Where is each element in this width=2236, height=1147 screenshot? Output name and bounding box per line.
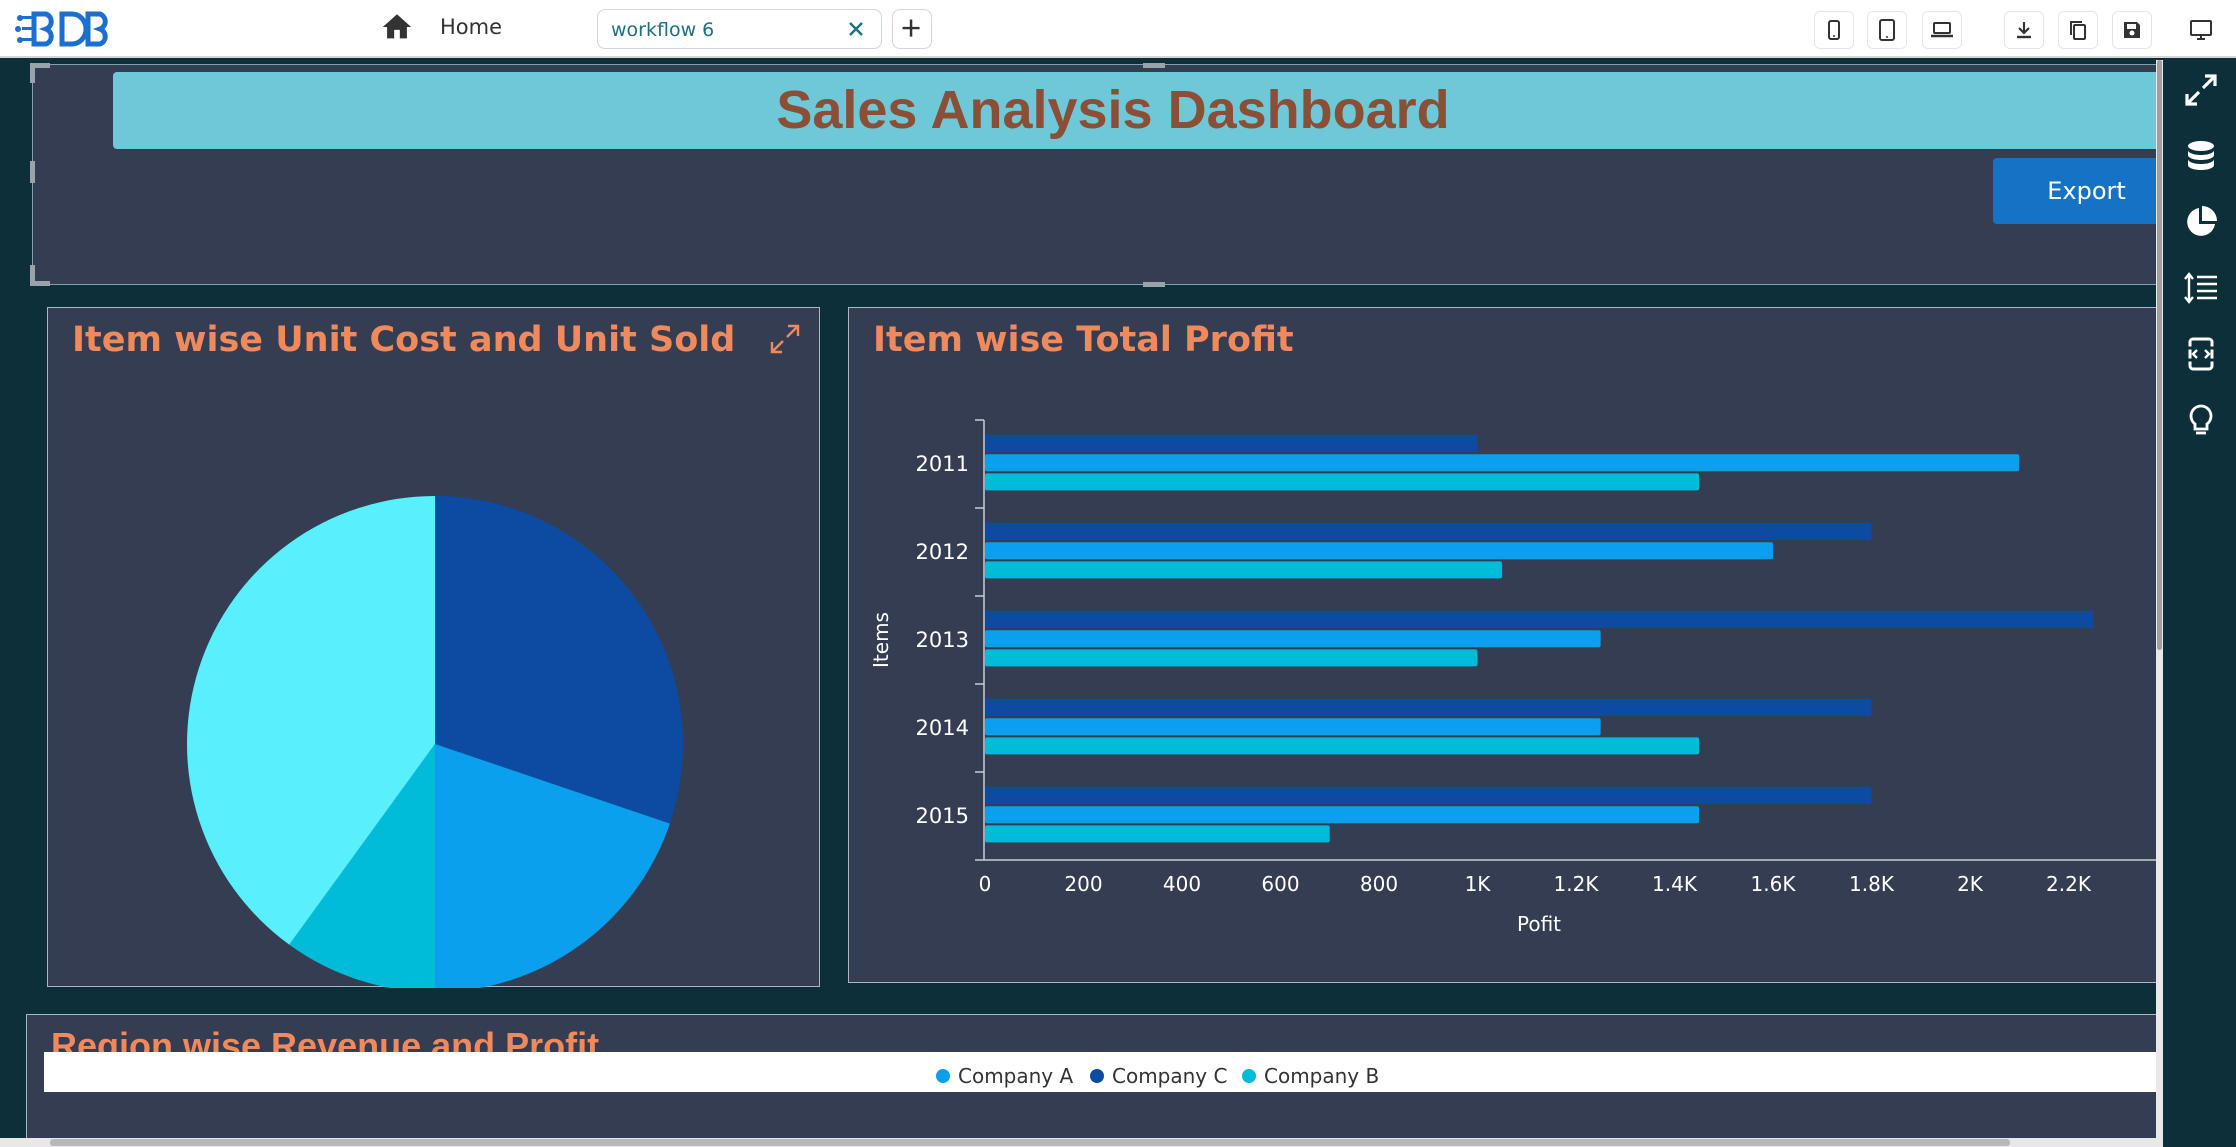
bar-2011-0[interactable] xyxy=(985,435,1478,452)
bar-2011-2[interactable] xyxy=(985,473,1700,491)
header-section[interactable]: Sales Analysis Dashboard Export xyxy=(30,63,2163,287)
x-tick-label: 200 xyxy=(1064,872,1102,896)
x-tick-label: 2K xyxy=(1957,872,1984,896)
bar-2015-0[interactable] xyxy=(985,787,1872,804)
legend-label: Company C xyxy=(1112,1064,1228,1088)
desktop-icon xyxy=(2190,20,2212,40)
x-tick-label: 2.2K xyxy=(2046,872,2092,896)
right-sidebar xyxy=(2163,60,2236,1147)
dashboard-title: Sales Analysis Dashboard xyxy=(776,80,1450,140)
legend-dot xyxy=(1090,1069,1104,1083)
legend-item-company-c[interactable]: Company C xyxy=(1090,1064,1227,1088)
pie-slice-3[interactable] xyxy=(187,496,435,945)
lightbulb-icon[interactable] xyxy=(2183,402,2219,438)
bdb-logo[interactable] xyxy=(14,8,118,50)
legend-item-company-b[interactable]: Company B xyxy=(1242,1064,1379,1088)
legend-label: Company A xyxy=(958,1064,1074,1088)
expand-arrows-icon[interactable] xyxy=(2183,72,2219,108)
resize-handle[interactable] xyxy=(30,63,50,68)
x-tick-label: 1.4K xyxy=(1652,872,1698,896)
x-tick-label: 1.6K xyxy=(1751,872,1797,896)
legend-dot xyxy=(1242,1069,1256,1083)
download-button[interactable] xyxy=(2004,11,2044,49)
resize-handle[interactable] xyxy=(30,161,35,183)
resize-handle[interactable] xyxy=(30,63,35,83)
bar-2013-0[interactable] xyxy=(985,611,2094,628)
mobile-icon xyxy=(1828,20,1840,40)
tab-workflow[interactable]: workflow 6 xyxy=(597,9,882,49)
laptop-icon xyxy=(1931,22,1953,38)
resize-handle[interactable] xyxy=(30,281,50,286)
y-tick-label: 2015 xyxy=(916,804,969,828)
region-legend: Company A Company C Company B xyxy=(44,1052,2174,1092)
bar-2015-2[interactable] xyxy=(985,825,1330,843)
pie-slice-2[interactable] xyxy=(289,744,435,988)
y-tick-label: 2014 xyxy=(916,716,969,740)
y-axis-label: Items xyxy=(869,612,893,668)
dashboard-canvas: Sales Analysis Dashboard Export Item wis… xyxy=(0,60,2163,1147)
bar-chart-title: Item wise Total Profit xyxy=(873,320,1294,360)
title-banner xyxy=(113,72,2163,149)
mobile-view-button[interactable] xyxy=(1814,11,1854,49)
tablet-view-button[interactable] xyxy=(1867,11,1907,49)
add-tab-button[interactable] xyxy=(892,9,932,49)
legend-item-company-a[interactable]: Company A xyxy=(936,1064,1073,1088)
resize-handle[interactable] xyxy=(1143,63,1165,68)
x-tick-label: 600 xyxy=(1261,872,1299,896)
tablet-icon xyxy=(1879,19,1895,41)
resize-handle[interactable] xyxy=(30,265,35,285)
bar-2014-2[interactable] xyxy=(985,737,1700,755)
pie-chart-title: Item wise Unit Cost and Unit Sold xyxy=(72,320,736,360)
code-icon[interactable] xyxy=(2183,336,2219,372)
x-axis-label: Pofit xyxy=(1517,912,1561,936)
database-icon[interactable] xyxy=(2183,138,2219,174)
home-link[interactable]: Home xyxy=(440,15,503,39)
y-tick-label: 2011 xyxy=(916,452,969,476)
pie-chart-icon[interactable] xyxy=(2183,204,2219,240)
line-spacing-icon[interactable] xyxy=(2183,270,2219,306)
horizontal-scroll-thumb[interactable] xyxy=(50,1139,2010,1146)
pie-slice-0[interactable] xyxy=(435,496,683,824)
pie-chart-panel[interactable]: Item wise Unit Cost and Unit Sold xyxy=(47,307,820,988)
pie-chart xyxy=(187,496,683,988)
bar-2014-0[interactable] xyxy=(985,699,1872,716)
legend-dot xyxy=(936,1069,950,1083)
top-bar: Home workflow 6 xyxy=(0,0,2236,58)
desktop-view-button[interactable] xyxy=(2181,11,2221,49)
save-button[interactable] xyxy=(2112,11,2152,49)
pie-slice-1[interactable] xyxy=(435,744,670,988)
bar-2012-2[interactable] xyxy=(985,561,1503,579)
expand-icon[interactable] xyxy=(768,322,802,356)
plus-icon xyxy=(902,19,920,37)
bar-chart: 2011 2012 2013 2014 2015 0 200 400 600 800 1K 1.2K 1… xyxy=(869,419,2163,936)
bar-2012-1[interactable] xyxy=(985,542,1773,560)
copy-button[interactable] xyxy=(2058,11,2098,49)
y-tick-label: 2013 xyxy=(916,628,969,652)
x-tick-label: 1.2K xyxy=(1554,872,1600,896)
bar-2013-1[interactable] xyxy=(985,630,1601,648)
bar-2013-2[interactable] xyxy=(985,649,1478,667)
y-tick-label: 2012 xyxy=(916,540,969,564)
home-icon[interactable] xyxy=(380,10,414,44)
x-tick-label: 1K xyxy=(1465,872,1492,896)
vertical-scroll-thumb[interactable] xyxy=(2157,60,2162,650)
laptop-view-button[interactable] xyxy=(1922,11,1962,49)
bar-2012-0[interactable] xyxy=(985,523,1872,540)
download-icon xyxy=(2017,22,2031,39)
bar-chart-panel[interactable]: Item wise Total Profit 2011 2012 2013 2014 2… xyxy=(848,307,2163,983)
bar-2014-1[interactable] xyxy=(985,718,1601,736)
x-tick-label: 400 xyxy=(1163,872,1201,896)
bar-2015-1[interactable] xyxy=(985,806,1700,824)
close-icon[interactable] xyxy=(845,18,867,40)
legend-label: Company B xyxy=(1264,1064,1380,1088)
resize-handle[interactable] xyxy=(1143,282,1165,287)
tab-label: workflow 6 xyxy=(611,19,715,41)
copy-icon xyxy=(2070,21,2086,40)
x-tick-label: 1.8K xyxy=(1849,872,1895,896)
bar-2011-1[interactable] xyxy=(985,454,2020,472)
export-button[interactable]: Export xyxy=(1993,158,2163,224)
x-tick-label: 800 xyxy=(1360,872,1398,896)
save-icon xyxy=(2124,22,2140,38)
x-tick-label: 0 xyxy=(979,872,992,896)
